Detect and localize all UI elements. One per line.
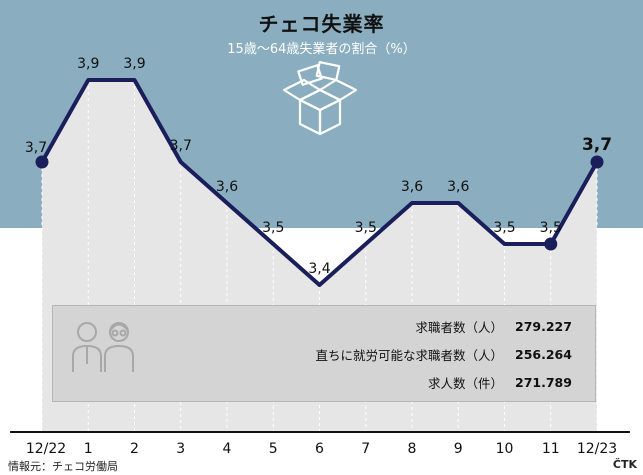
data-label: 3,7	[170, 138, 192, 154]
stats-panel: 求職者数（人） 279.227 直ちに就労可能な求職者数（人） 256.264 …	[52, 305, 596, 402]
data-label: 3,6	[447, 179, 469, 195]
chart-subtitle: 15歳〜64歳失業者の割合（%）	[227, 42, 416, 57]
stat-label: 直ちに就労可能な求職者数（人）	[315, 347, 503, 363]
x-tick-label: 12/22	[26, 441, 66, 457]
x-tick-label: 5	[269, 441, 278, 457]
data-label: 3,5	[540, 220, 562, 236]
stat-row-jobseekers: 求職者数（人） 279.227	[415, 316, 577, 336]
series-line	[40, 78, 599, 287]
data-point	[35, 155, 49, 169]
data-label: 3,9	[77, 56, 99, 72]
stat-label: 求職者数（人）	[415, 319, 503, 335]
x-tick-label: 3	[176, 441, 185, 457]
agency-credit: ČTK	[612, 458, 637, 471]
stat-value: 279.227	[515, 318, 572, 334]
data-label: 3,5	[493, 220, 515, 236]
x-tick-label: 1	[84, 441, 93, 457]
data-label: 3,7	[582, 135, 612, 155]
x-tick-label: 12/23	[577, 441, 617, 457]
x-tick-label: 7	[361, 441, 370, 457]
stat-row-vacancies: 求人数（件） 271.789	[428, 372, 577, 392]
x-tick-label: 2	[130, 441, 139, 457]
data-label: 3,6	[216, 179, 238, 195]
data-label: 3,7	[25, 140, 47, 156]
stat-label: 求人数（件）	[427, 375, 503, 391]
data-point	[544, 237, 558, 251]
x-tick-label: 9	[454, 441, 463, 457]
x-tick-label: 8	[408, 441, 417, 457]
data-point	[590, 155, 604, 169]
people-icon	[72, 322, 134, 372]
stat-row-available-jobseekers: 直ちに就労可能な求職者数（人） 256.264	[315, 344, 577, 364]
source-note: 情報元：チェコ労働局	[8, 460, 118, 473]
x-tick-label: 4	[223, 441, 232, 457]
data-label: 3,4	[308, 261, 330, 277]
x-tick-label: 10	[496, 441, 514, 457]
chart-title: チェコ失業率	[258, 12, 385, 36]
stat-value: 271.789	[515, 374, 572, 390]
open-box-icon	[282, 60, 358, 136]
stat-value: 256.264	[515, 346, 572, 362]
data-label: 3,6	[401, 179, 423, 195]
data-label: 3,5	[262, 220, 284, 236]
x-tick-label: 6	[315, 441, 324, 457]
x-tick-label: 11	[542, 441, 560, 457]
data-label: 3,9	[123, 56, 145, 72]
data-label: 3,5	[355, 220, 377, 236]
